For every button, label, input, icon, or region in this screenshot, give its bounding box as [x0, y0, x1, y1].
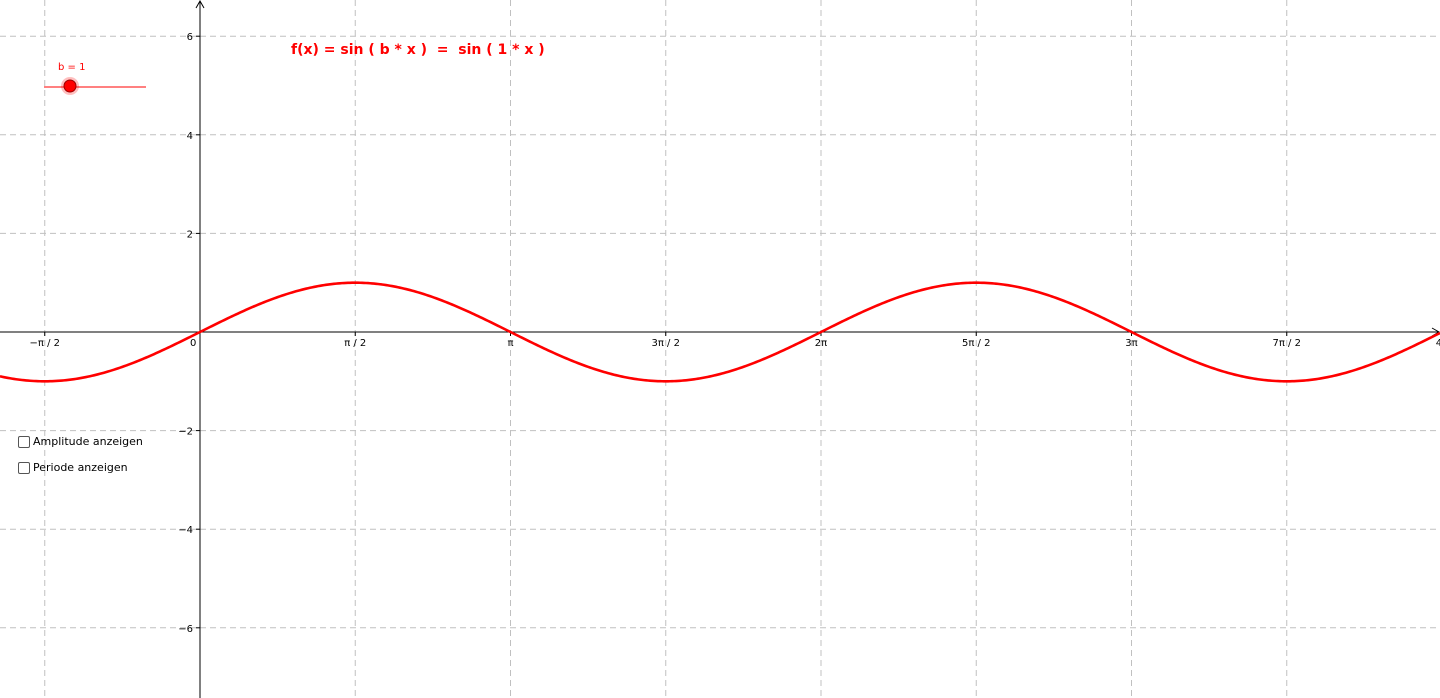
slider-handle[interactable]: [63, 79, 77, 93]
amplitude-checkbox[interactable]: [18, 435, 30, 448]
amplitude-checkbox-label: Amplitude anzeigen: [33, 435, 143, 448]
x-tick-label: 5π / 2: [962, 338, 990, 349]
y-tick-label: −4: [178, 525, 193, 536]
y-tick-label: −2: [178, 427, 193, 438]
x-tick-label: 3π: [1125, 338, 1137, 349]
function-formula-text[interactable]: f(x) = sin ( b * x ) = sin ( 1 * x ): [291, 42, 545, 58]
amplitude-checkbox-row[interactable]: Amplitude anzeigen: [18, 435, 143, 448]
x-tick-label: −π / 2: [30, 338, 61, 349]
x-tick-label: 0: [190, 338, 196, 349]
y-axis-arrow: [195, 0, 205, 9]
x-tick-label: 2π: [815, 338, 827, 349]
x-tick-label: 3π / 2: [652, 338, 680, 349]
x-tick-label: π / 2: [344, 338, 366, 349]
y-tick-label: 4: [187, 131, 193, 142]
y-tick-label: −6: [178, 624, 193, 635]
y-tick-label: 2: [187, 229, 193, 240]
period-checkbox-row[interactable]: Periode anzeigen: [18, 461, 128, 474]
y-axis-tick-labels: 6 4 2 −2 −4 −6: [178, 32, 200, 635]
slider-label: b = 1: [58, 62, 85, 73]
x-tick-label: π: [507, 338, 513, 349]
y-tick-label: 6: [187, 32, 193, 43]
period-checkbox-label: Periode anzeigen: [33, 461, 128, 474]
x-tick-label: 7π / 2: [1273, 338, 1301, 349]
b-slider[interactable]: b = 1: [44, 62, 146, 95]
sine-curve[interactable]: [0, 281, 1440, 383]
period-checkbox[interactable]: [18, 461, 30, 474]
x-tick-label: 4π: [1436, 338, 1440, 349]
